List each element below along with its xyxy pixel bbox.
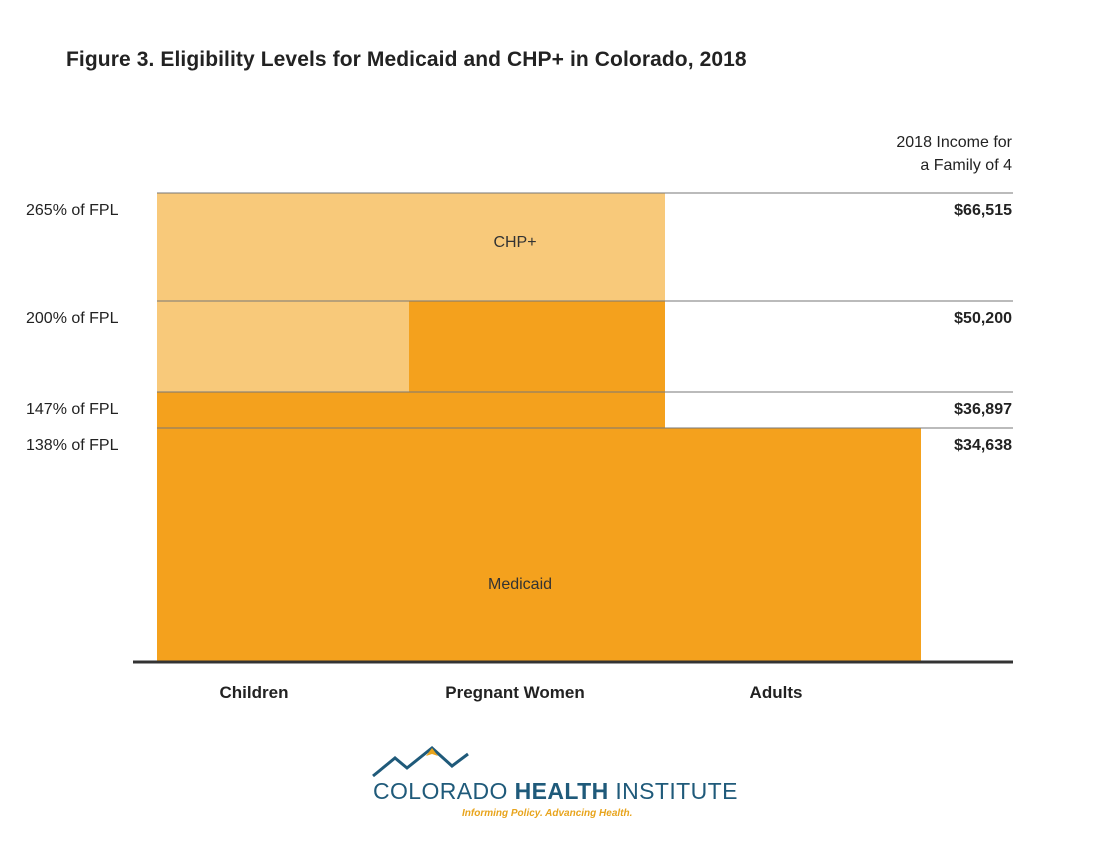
category-label-adults: Adults: [750, 683, 803, 702]
colorado-health-institute-logo: COLORADO HEALTH INSTITUTE Informing Poli…: [370, 740, 737, 830]
fpl-label-138: 138% of FPL: [26, 437, 119, 454]
eligibility-chart: 265% of FPL $66,515 200% of FPL $50,200 147%…: [26, 134, 1013, 702]
income-axis-title-line-1: 2018 Income for: [896, 134, 1012, 151]
mountain-icon: [372, 746, 469, 778]
income-label-200: $50,200: [954, 310, 1012, 327]
category-label-pregnant-women: Pregnant Women: [445, 683, 584, 702]
income-label-147: $36,897: [954, 401, 1012, 418]
fpl-label-200: 200% of FPL: [26, 310, 119, 327]
logo-name: COLORADO HEALTH INSTITUTE: [373, 778, 738, 804]
medicaid-bar-children: [157, 392, 409, 661]
chp-bar-children: [157, 193, 409, 392]
income-label-265: $66,515: [954, 202, 1012, 219]
fpl-label-147: 147% of FPL: [26, 401, 119, 418]
income-label-138: $34,638: [954, 437, 1012, 454]
income-axis-title-line-2: a Family of 4: [920, 157, 1012, 174]
medicaid-bar-adults: [665, 428, 921, 661]
logo-tagline: Informing Policy. Advancing Health.: [462, 808, 633, 819]
category-label-children: Children: [220, 683, 289, 702]
chp-bar-pregnant-women: [409, 193, 665, 301]
medicaid-series-label: Medicaid: [488, 576, 552, 593]
medicaid-bar-pregnant-women: [409, 301, 665, 661]
chp-series-label: CHP+: [493, 234, 536, 251]
chart-title: Figure 3. Eligibility Levels for Medicai…: [66, 48, 747, 71]
fpl-label-265: 265% of FPL: [26, 202, 119, 219]
